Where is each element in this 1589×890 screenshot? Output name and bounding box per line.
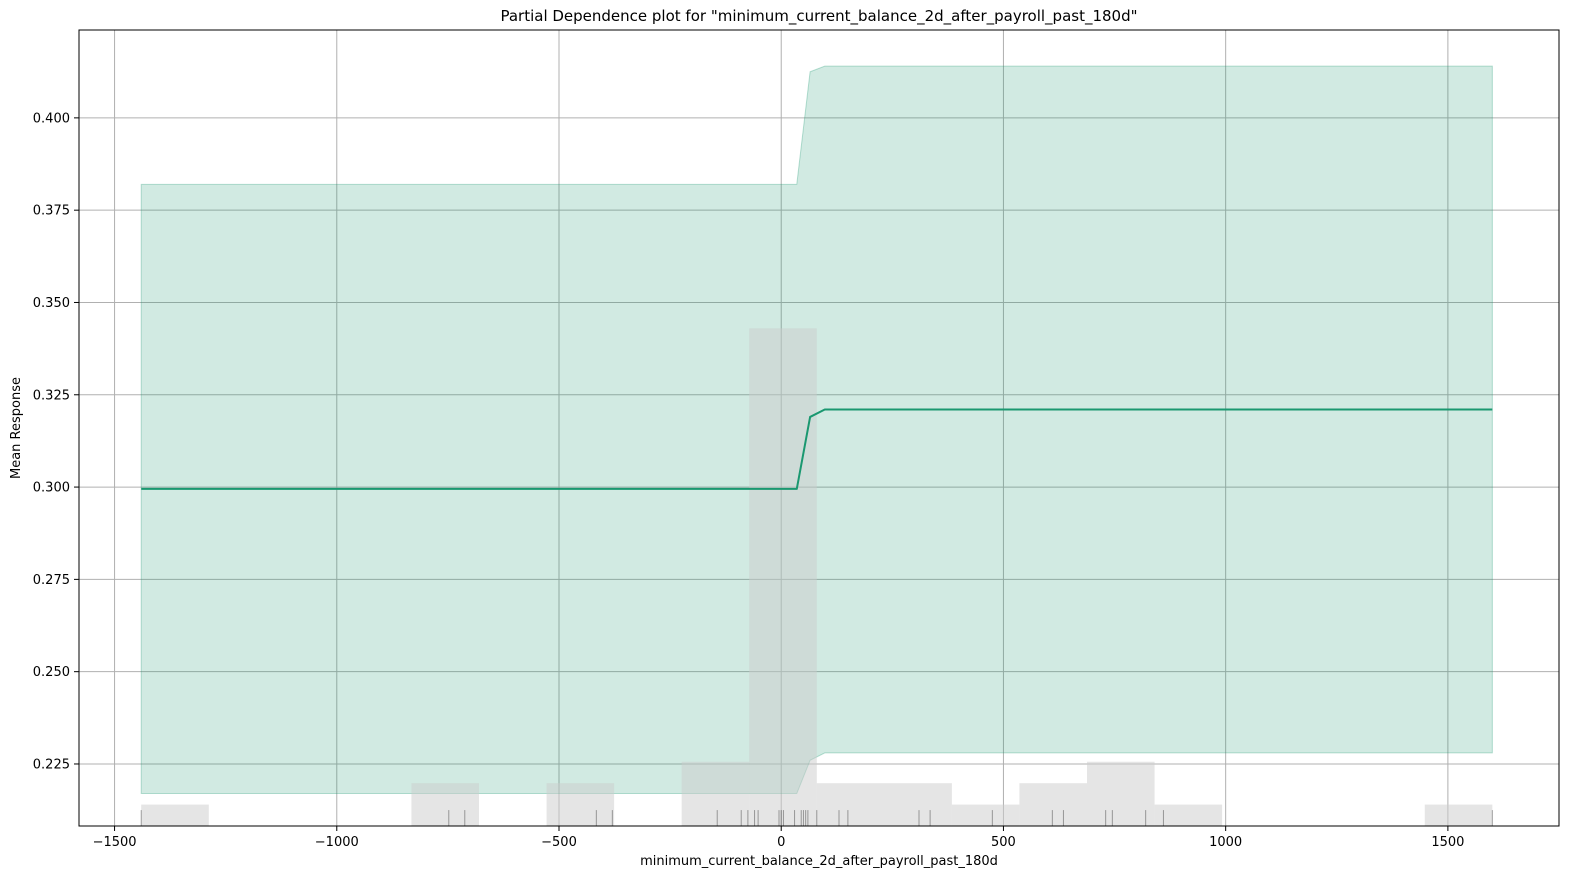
histogram-bar [1019, 783, 1087, 826]
x-tick-label: 1500 [1431, 835, 1464, 850]
y-tick-label: 0.325 [33, 388, 70, 403]
histogram-bar [681, 761, 750, 826]
histogram-bar [816, 783, 952, 826]
histogram [141, 328, 1493, 826]
x-tick-label: −1500 [93, 835, 137, 850]
y-tick-label: 0.225 [33, 757, 70, 772]
y-tick-label: 0.375 [33, 204, 70, 219]
x-tick-label: −1000 [315, 835, 359, 850]
series-lines [141, 408, 1493, 490]
x-tick-label: 1000 [1209, 835, 1242, 850]
y-tick-label: 0.350 [33, 296, 70, 311]
rug-plot [140, 810, 1493, 826]
chart-title: Partial Dependence plot for "minimum_cur… [500, 7, 1137, 26]
histogram-bar [1087, 761, 1155, 826]
y-tick-label: 0.250 [33, 665, 70, 680]
plot-frame [78, 29, 1560, 827]
histogram-bar [1154, 804, 1223, 826]
x-axis-ticks: −1500 −1000 −500 0 500 1000 1500 [93, 826, 1464, 850]
series-line [141, 408, 1493, 490]
histogram-bar [546, 783, 615, 826]
x-tick-label: 0 [777, 835, 785, 850]
y-tick-label: 0.275 [33, 573, 70, 588]
histogram-bar [411, 783, 479, 826]
y-axis-label: Mean Response [9, 377, 24, 479]
grid [79, 30, 1559, 826]
x-tick-label: 500 [991, 835, 1016, 850]
histogram-bar [951, 804, 1020, 826]
x-tick-label: −500 [541, 835, 577, 850]
y-tick-label: 0.300 [33, 481, 70, 496]
x-axis-label: minimum_current_balance_2d_after_payroll… [640, 854, 998, 869]
histogram-bar [749, 328, 817, 826]
histogram-bar [141, 804, 209, 826]
y-axis-ticks: 0.225 0.250 0.275 0.300 0.325 0.350 0.375 0.400 [33, 111, 79, 772]
histogram-bar [1424, 804, 1493, 826]
y-tick-label: 0.400 [33, 111, 70, 126]
